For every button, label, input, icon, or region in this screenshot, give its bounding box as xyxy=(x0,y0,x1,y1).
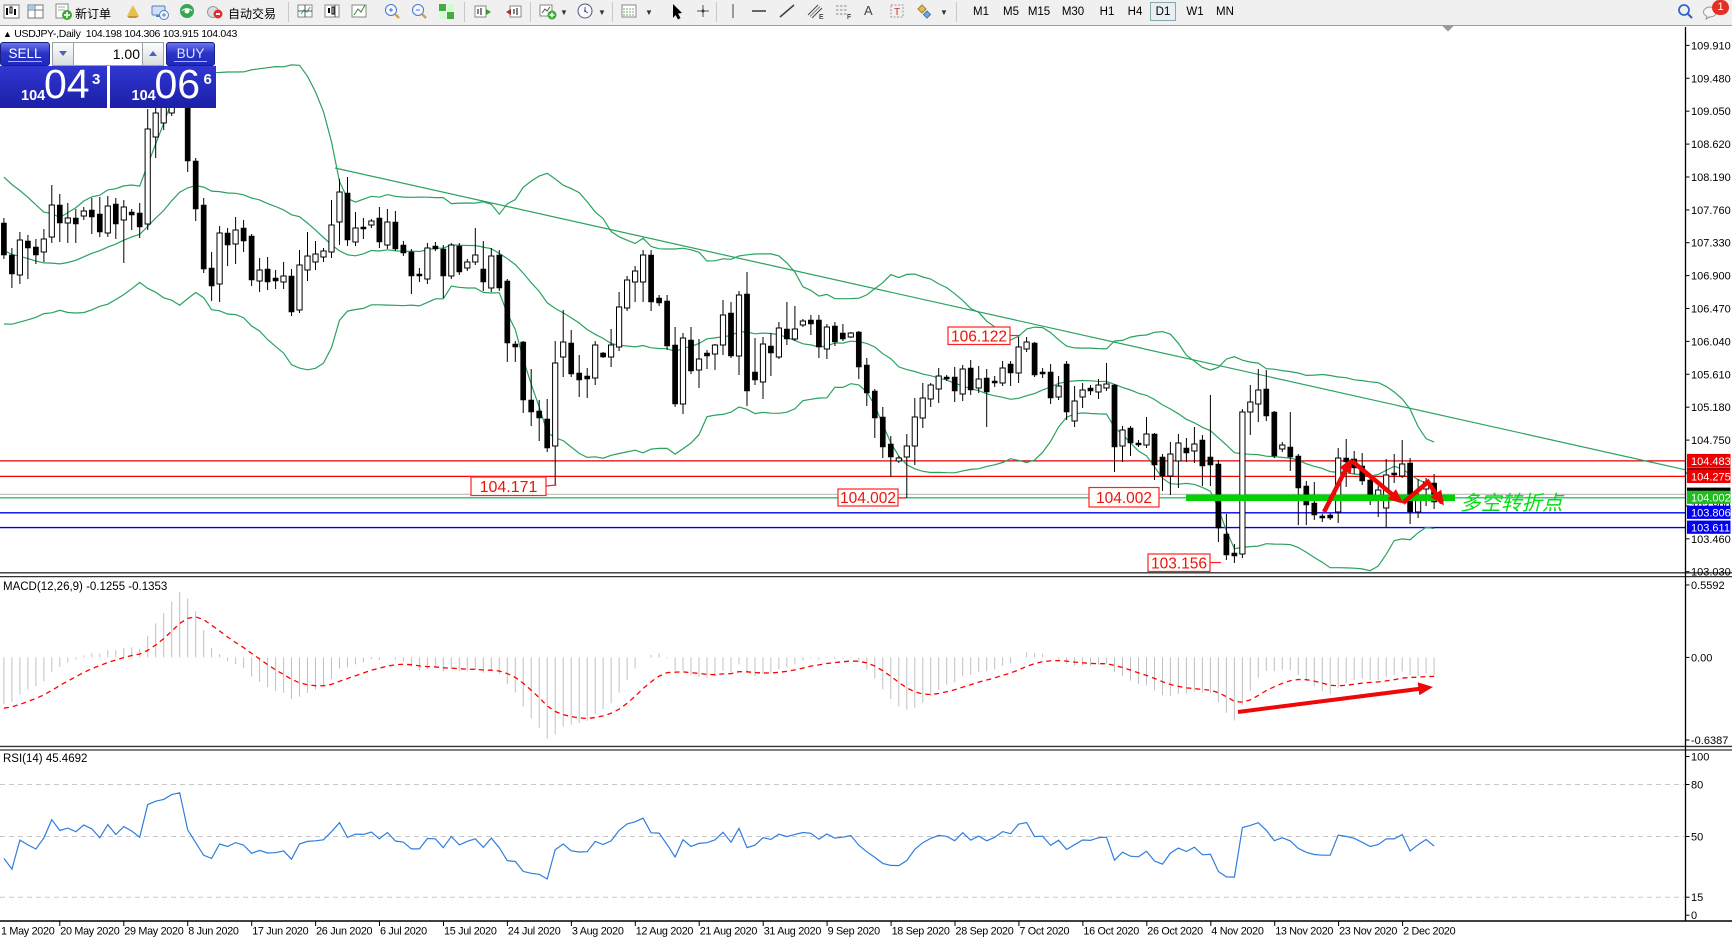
svg-text:31 Aug 2020: 31 Aug 2020 xyxy=(764,926,822,938)
svg-text:104.002: 104.002 xyxy=(1096,490,1152,507)
svg-text:MACD(12,26,9) -0.1255 -0.1353: MACD(12,26,9) -0.1255 -0.1353 xyxy=(3,581,167,593)
svg-text:109.910: 109.910 xyxy=(1691,40,1731,52)
svg-text:7 Oct 2020: 7 Oct 2020 xyxy=(1019,926,1069,938)
svg-text:3 Aug 2020: 3 Aug 2020 xyxy=(572,926,624,938)
svg-text:16 Oct 2020: 16 Oct 2020 xyxy=(1083,926,1139,938)
svg-text:15: 15 xyxy=(1691,892,1703,904)
svg-text:109.480: 109.480 xyxy=(1691,73,1731,85)
svg-text:103.030: 103.030 xyxy=(1691,567,1731,579)
svg-text:109.050: 109.050 xyxy=(1691,106,1731,118)
svg-text:1 May 2020: 1 May 2020 xyxy=(1,926,55,938)
svg-text:108.620: 108.620 xyxy=(1691,139,1731,151)
svg-text:50: 50 xyxy=(1691,832,1703,844)
svg-text:80: 80 xyxy=(1691,780,1703,792)
svg-text:T: T xyxy=(894,7,900,18)
svg-text:103.156: 103.156 xyxy=(1151,555,1207,572)
svg-text:103.806: 103.806 xyxy=(1691,508,1731,520)
svg-text:RSI(14) 45.4692: RSI(14) 45.4692 xyxy=(3,753,87,765)
svg-text:4 Nov 2020: 4 Nov 2020 xyxy=(1211,926,1264,938)
svg-text:103.611: 103.611 xyxy=(1691,523,1730,535)
svg-text:100: 100 xyxy=(1691,752,1709,764)
svg-text:18 Sep 2020: 18 Sep 2020 xyxy=(892,926,950,938)
svg-text:28 Sep 2020: 28 Sep 2020 xyxy=(956,926,1014,938)
svg-text:-0.6387: -0.6387 xyxy=(1691,735,1728,747)
svg-text:108.190: 108.190 xyxy=(1691,172,1731,184)
svg-text:106.122: 106.122 xyxy=(951,328,1007,345)
svg-text:0.5592: 0.5592 xyxy=(1691,580,1725,592)
svg-text:15 Jul 2020: 15 Jul 2020 xyxy=(444,926,497,938)
svg-text:106.470: 106.470 xyxy=(1691,304,1731,316)
svg-text:2 Dec 2020: 2 Dec 2020 xyxy=(1403,926,1456,938)
svg-text:106.040: 106.040 xyxy=(1691,336,1731,348)
svg-text:104.483: 104.483 xyxy=(1691,456,1731,468)
svg-text:104.275: 104.275 xyxy=(1691,472,1731,484)
svg-text:9 Sep 2020: 9 Sep 2020 xyxy=(828,926,881,938)
svg-text:E: E xyxy=(819,14,824,21)
svg-text:12 Aug 2020: 12 Aug 2020 xyxy=(636,926,694,938)
svg-text:17 Jun 2020: 17 Jun 2020 xyxy=(252,926,308,938)
svg-text:0.00: 0.00 xyxy=(1691,652,1712,664)
svg-text:F: F xyxy=(847,14,851,21)
svg-text:103.460: 103.460 xyxy=(1691,534,1731,546)
svg-text:20 May 2020: 20 May 2020 xyxy=(60,926,119,938)
svg-text:6 Jul 2020: 6 Jul 2020 xyxy=(380,926,427,938)
svg-text:104.750: 104.750 xyxy=(1691,435,1731,447)
svg-text:23 Nov 2020: 23 Nov 2020 xyxy=(1339,926,1397,938)
svg-text:104.002: 104.002 xyxy=(1691,493,1731,505)
svg-text:26 Oct 2020: 26 Oct 2020 xyxy=(1147,926,1203,938)
svg-text:104.002: 104.002 xyxy=(840,490,896,507)
svg-text:107.760: 107.760 xyxy=(1691,205,1731,217)
svg-text:104.171: 104.171 xyxy=(480,479,538,496)
svg-text:21 Aug 2020: 21 Aug 2020 xyxy=(700,926,758,938)
svg-text:105.180: 105.180 xyxy=(1691,402,1731,414)
svg-text:106.900: 106.900 xyxy=(1691,271,1731,283)
svg-text:105.610: 105.610 xyxy=(1691,369,1731,381)
svg-text:13 Nov 2020: 13 Nov 2020 xyxy=(1275,926,1333,938)
svg-text:0: 0 xyxy=(1691,910,1697,922)
svg-text:107.330: 107.330 xyxy=(1691,238,1731,250)
svg-text:29 May 2020: 29 May 2020 xyxy=(124,926,183,938)
svg-text:24 Jul 2020: 24 Jul 2020 xyxy=(508,926,561,938)
svg-text:多空转折点: 多空转折点 xyxy=(1460,492,1565,515)
svg-text:8 Jun 2020: 8 Jun 2020 xyxy=(188,926,239,938)
svg-text:26 Jun 2020: 26 Jun 2020 xyxy=(316,926,372,938)
